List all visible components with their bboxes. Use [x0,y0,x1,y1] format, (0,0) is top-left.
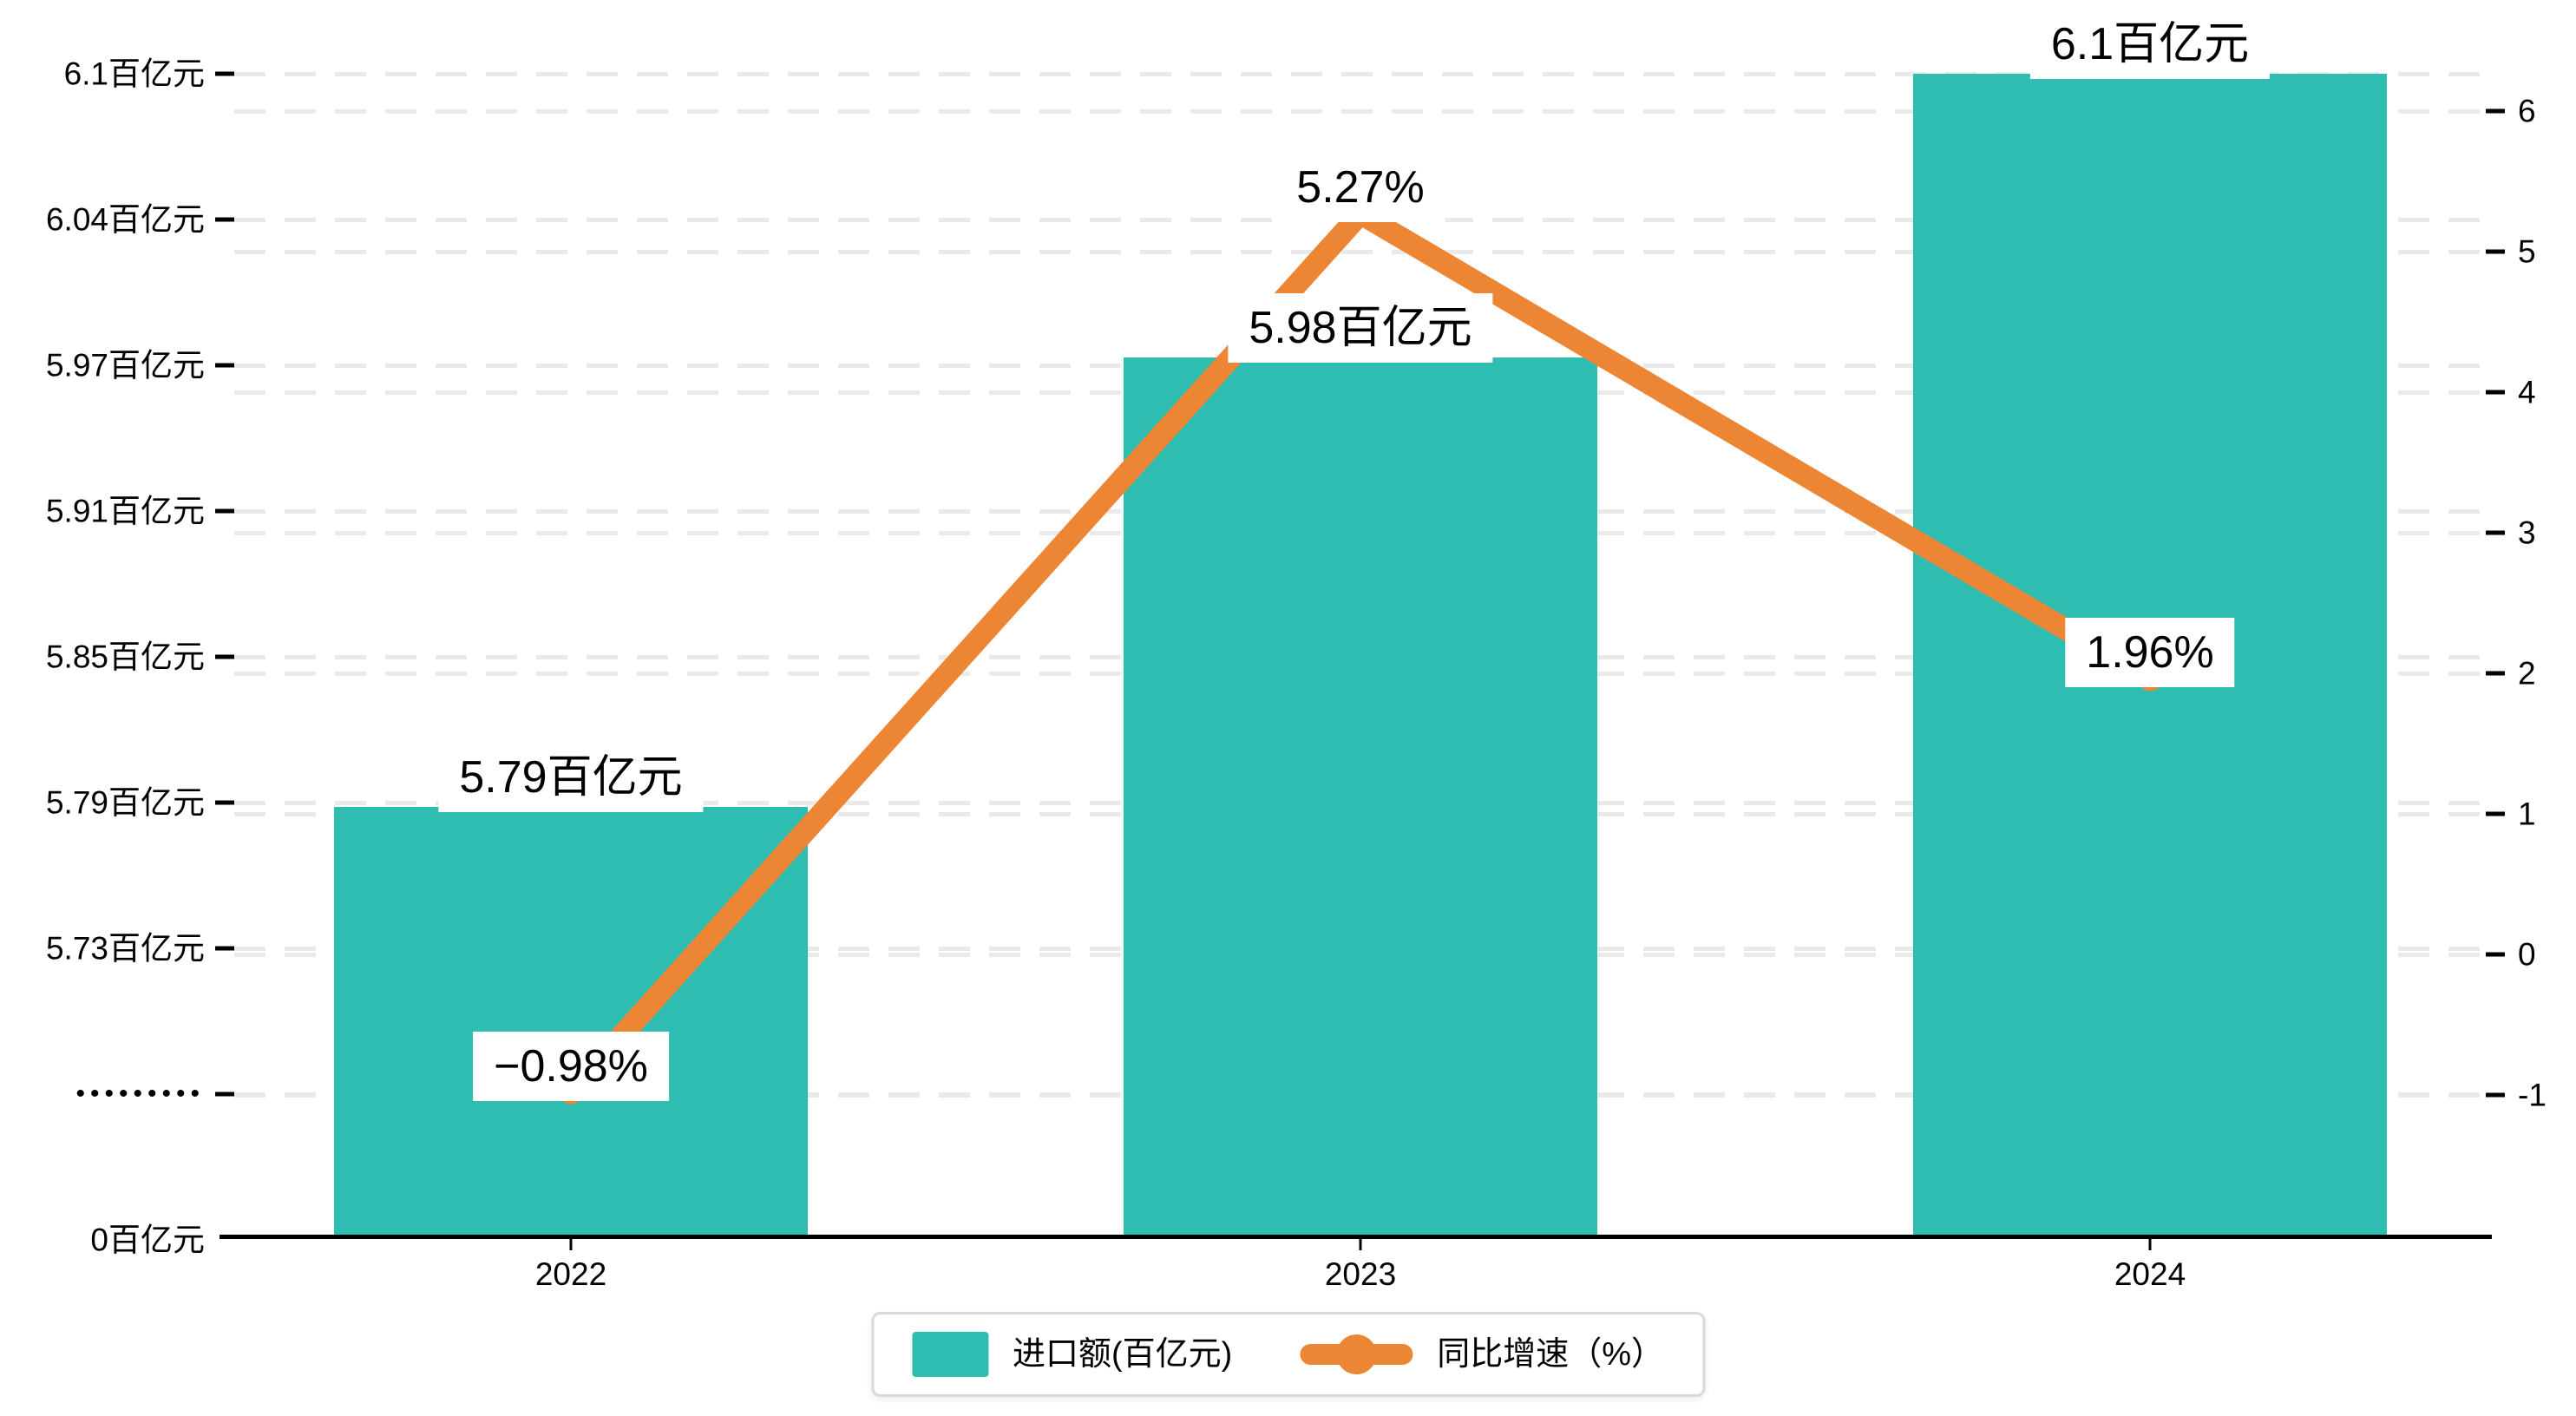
left-axis-tick-label: 5.97百亿元 [45,347,205,384]
line-value-label: −0.98% [473,1031,669,1101]
line-value-label: 1.96% [2065,618,2235,688]
bar-2022 [334,806,808,1236]
right-axis-tick-mark [2486,530,2505,535]
legend-item-yoy-growth[interactable]: 同比增速（%） [1300,1334,1665,1374]
left-axis-tick-label: 5.79百亿元 [45,784,205,821]
legend-label: 同比增速（%） [1437,1336,1665,1373]
bar-2023 [1124,357,1597,1236]
x-axis-tick-mark [2148,1239,2152,1250]
bar-value-label: 5.79百亿元 [438,742,704,812]
left-axis-tick-label: 6.04百亿元 [45,201,205,238]
right-axis-tick-mark [2486,1092,2505,1098]
right-axis-tick-label: 2 [2518,655,2536,692]
right-axis-tick-mark [2486,811,2505,816]
legend-line-dot-icon [1300,1334,1413,1374]
left-axis-tick-mark [215,1092,234,1097]
right-axis-tick-label: 3 [2518,515,2536,551]
legend-bar-swatch-icon [911,1332,988,1377]
right-axis-tick-label: 1 [2518,796,2536,832]
x-axis-line [220,1235,2492,1239]
right-axis-tick-label: -1 [2518,1077,2547,1113]
right-axis-tick-mark [2486,952,2505,957]
right-axis-tick-label: 5 [2518,233,2536,270]
left-axis-tick-label: 5.91百亿元 [45,493,205,529]
bar-value-label: 5.98百亿元 [1228,292,1493,363]
right-axis-tick-label: 0 [2518,936,2536,973]
legend: 进口额(百亿元) 同比增速（%） [870,1312,1706,1397]
x-axis-tick-mark [569,1239,573,1250]
axis-break-dots: ••••••••• [75,1079,205,1108]
left-axis-zero-label: 0百亿元 [90,1222,205,1258]
left-axis-tick-mark [215,946,234,951]
legend-label: 进口额(百亿元) [1012,1336,1233,1373]
left-axis-tick-mark [215,654,234,659]
left-axis-tick-mark [215,363,234,368]
x-axis-tick-mark [1359,1239,1362,1250]
right-axis-tick-label: 4 [2518,374,2536,410]
bar-value-label: 6.1百亿元 [2029,10,2271,79]
left-axis-tick-label: 5.73百亿元 [45,930,205,967]
left-axis-tick-mark [215,71,234,76]
gridline [234,109,2481,114]
left-axis-tick-label: 6.1百亿元 [63,56,205,92]
x-axis-category-label: 2022 [534,1256,607,1292]
right-axis-tick-mark [2486,249,2505,254]
legend-item-import-value[interactable]: 进口额(百亿元) [911,1332,1233,1377]
right-axis-tick-mark [2486,671,2505,676]
right-axis-tick-label: 6 [2518,93,2536,129]
gridline [234,72,2481,76]
x-axis-category-label: 2024 [2114,1256,2186,1292]
right-axis-tick-mark [2486,390,2505,395]
left-axis-tick-label: 5.85百亿元 [45,639,205,675]
left-axis-tick-mark [215,800,234,805]
left-axis-tick-mark [215,508,234,514]
line-value-label: 5.27% [1275,153,1445,223]
x-axis-category-label: 2023 [1324,1256,1397,1292]
left-axis-tick-mark [215,217,234,222]
legend-line-dot-icon-dot [1336,1334,1377,1374]
right-axis-tick-mark [2486,108,2505,114]
